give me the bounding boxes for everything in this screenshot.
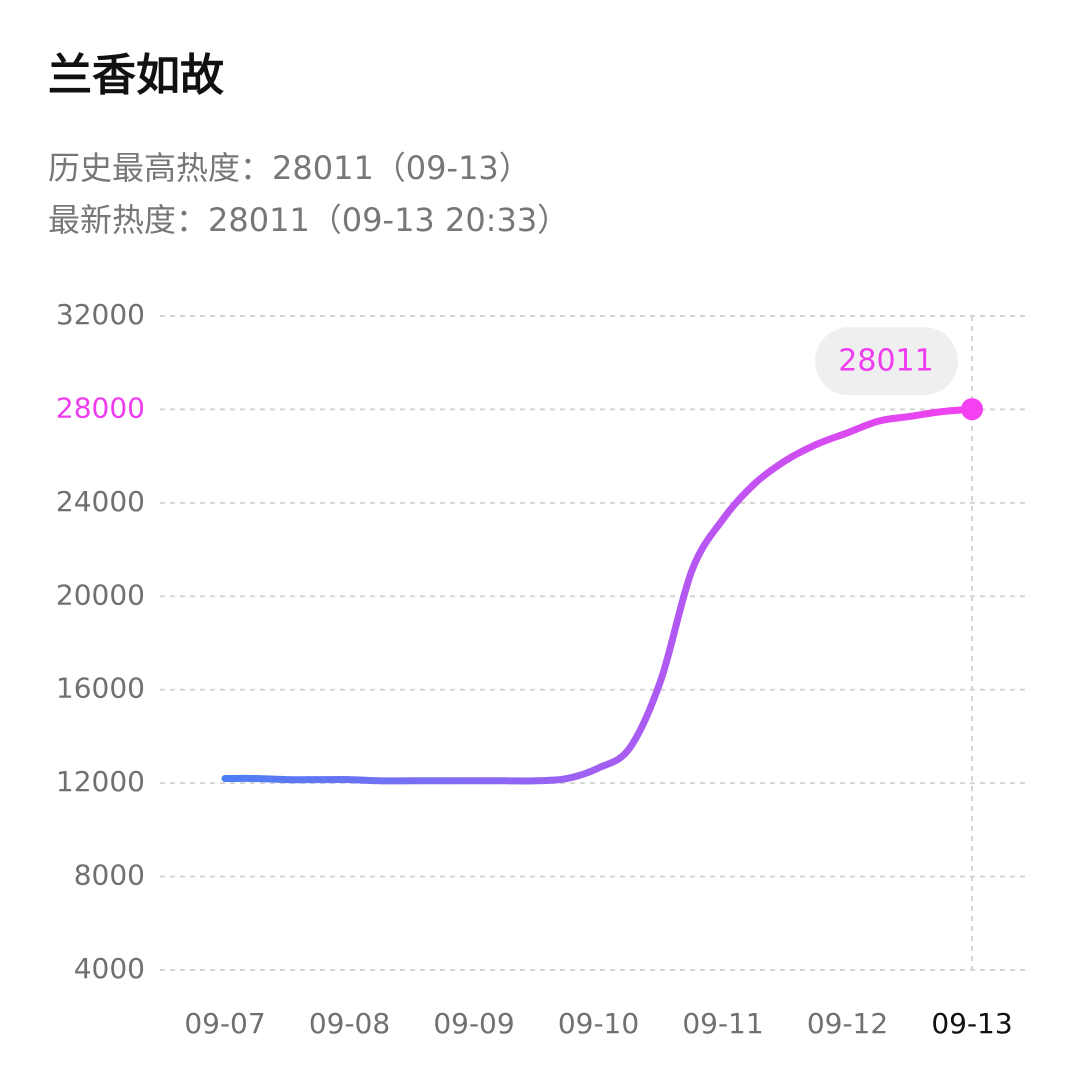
x-tick-label: 09-12 xyxy=(807,1007,888,1040)
y-tick-label: 24000 xyxy=(56,485,145,518)
y-tick-label: 16000 xyxy=(56,672,145,705)
chart-title: 兰香如故 xyxy=(48,50,224,101)
subtitle: 最新热度：28011（09-13 20:33） xyxy=(48,201,569,239)
x-tick-label: 09-08 xyxy=(309,1007,390,1040)
y-tick-label: 20000 xyxy=(56,578,145,611)
y-tick-label: 8000 xyxy=(74,859,145,892)
x-tick-label: 09-07 xyxy=(184,1007,265,1040)
value-label: 28011 xyxy=(838,344,933,379)
x-tick-label: 09-09 xyxy=(433,1007,514,1040)
value-bubble xyxy=(815,327,958,396)
y-tick-label: 32000 xyxy=(56,298,145,331)
subtitle: 历史最高热度：28011（09-13） xyxy=(48,149,531,187)
line xyxy=(221,405,976,785)
x-tick-label: 09-13 xyxy=(931,1007,1012,1040)
y-tick-label: 12000 xyxy=(56,765,145,798)
x-tick-label: 09-10 xyxy=(558,1007,639,1040)
y-tick-label: 28000 xyxy=(56,391,145,424)
x-tick-label: 09-11 xyxy=(682,1007,763,1040)
end-point xyxy=(961,398,983,421)
y-tick-label: 4000 xyxy=(74,952,145,985)
